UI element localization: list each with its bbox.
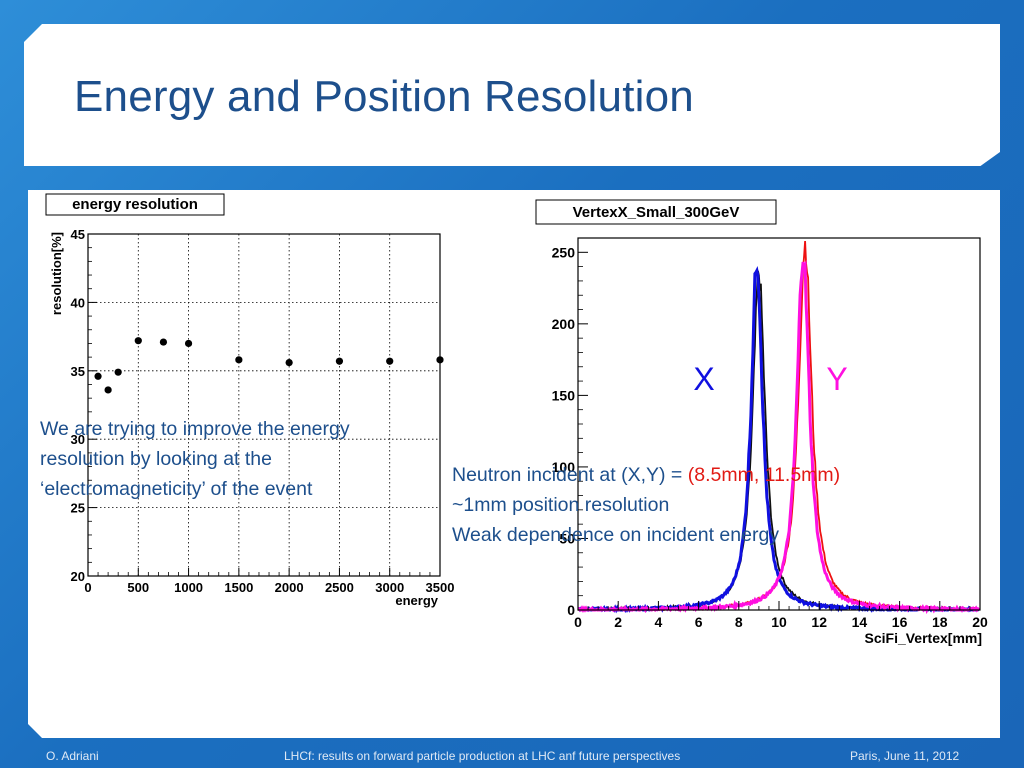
slide-title: Energy and Position Resolution (74, 72, 694, 121)
chart1-ytick-label: 40 (71, 295, 85, 310)
chart1-ytick-label: 30 (71, 432, 85, 447)
data-point (184, 339, 193, 348)
chart2-xtick-label: 14 (852, 614, 868, 630)
chart2-xtick-label: 10 (771, 614, 787, 630)
data-point (386, 357, 394, 365)
chart2-ytick-label: 250 (552, 244, 576, 260)
chart2-xtick-label: 2 (614, 614, 622, 630)
position-resolution-line: ~1mm position resolution (452, 494, 670, 516)
chart1-ytick-label: 20 (71, 569, 85, 584)
chart1-xtick-label: 1000 (174, 580, 203, 595)
footer-talk-title: LHCf: results on forward particle produc… (284, 749, 681, 763)
chart1-xtick-label: 0 (84, 580, 91, 595)
data-point (94, 372, 102, 380)
energy-dependence-line: Weak dependence on incident energy (452, 524, 780, 546)
chart2-xtick-label: 4 (655, 614, 663, 630)
chart1-xtick-label: 3500 (426, 580, 455, 595)
chart2-ytick-label: 100 (552, 459, 576, 475)
chart1-xtick-label: 500 (127, 580, 149, 595)
chart2-ytick-label: 0 (567, 602, 575, 618)
chart2-xtick-label: 8 (735, 614, 743, 630)
annotation-y: Y (826, 361, 847, 397)
data-point (104, 386, 112, 394)
chart2-xtick-label: 6 (695, 614, 703, 630)
chart2-ytick-label: 150 (552, 387, 576, 403)
chart1-ytick-label: 25 (71, 501, 85, 516)
footer: O. Adriani LHCf: results on forward part… (0, 744, 1024, 768)
chart1-xtick-label: 2000 (275, 580, 304, 595)
footer-place-date: Paris, June 11, 2012 (850, 749, 960, 763)
chart2-xtick-label: 16 (892, 614, 908, 630)
title-card (24, 24, 1000, 166)
incident-coordinates: (8.5mm, 11.5mm) (687, 464, 841, 486)
incident-prefix: Neutron incident at (X,Y) = (452, 464, 688, 486)
data-point (114, 368, 122, 376)
chart2-xtick-label: 20 (972, 614, 988, 630)
chart1-xtick-label: 3000 (375, 580, 404, 595)
chart1-xtick-label: 2500 (325, 580, 354, 595)
chart1-title: energy resolution (72, 196, 198, 213)
chart1-ytick-label: 45 (71, 227, 85, 242)
chart1-title-box (45, 193, 225, 216)
chart1-xlabel: energy (395, 593, 438, 608)
right-description: Neutron incident at (X,Y) = (8.5mm, 11.5… (452, 460, 962, 550)
data-point (436, 356, 444, 364)
chart2-ytick-label: 50 (559, 530, 575, 546)
chart2-xlabel: SciFi_Vertex[mm] (865, 630, 983, 646)
energy-resolution-chart: 0 500 1000 1500 2000 2500 3000 3500 20 25 30 35 40 45… (30, 190, 484, 610)
data-point (285, 358, 293, 367)
left-description: We are trying to improve the energy reso… (40, 418, 350, 500)
annotation-x: X (693, 361, 714, 397)
footer-author: O. Adriani (46, 749, 99, 763)
chart1-frame (87, 233, 441, 577)
data-point (134, 337, 142, 345)
chart1-ytick-label: 35 (71, 364, 85, 379)
chart2-xtick-label: 18 (932, 614, 948, 630)
series-line (577, 259, 981, 615)
chart2-xtick-label: 0 (574, 614, 582, 630)
chart2-ytick-label: 200 (552, 316, 576, 332)
data-point (235, 356, 243, 364)
chart1-ylabel: resolution[%] (49, 232, 64, 315)
chart2-xtick-label: 12 (811, 614, 827, 630)
data-point (159, 338, 168, 346)
data-point (335, 357, 344, 365)
chart2-title: VertexX_Small_300GeV (573, 204, 740, 221)
neutron-incident-line: Neutron incident at (X,Y) = (8.5mm, 11.5… (452, 460, 962, 490)
chart1-xtick-label: 1500 (224, 580, 253, 595)
chart2-title-box (535, 199, 777, 225)
